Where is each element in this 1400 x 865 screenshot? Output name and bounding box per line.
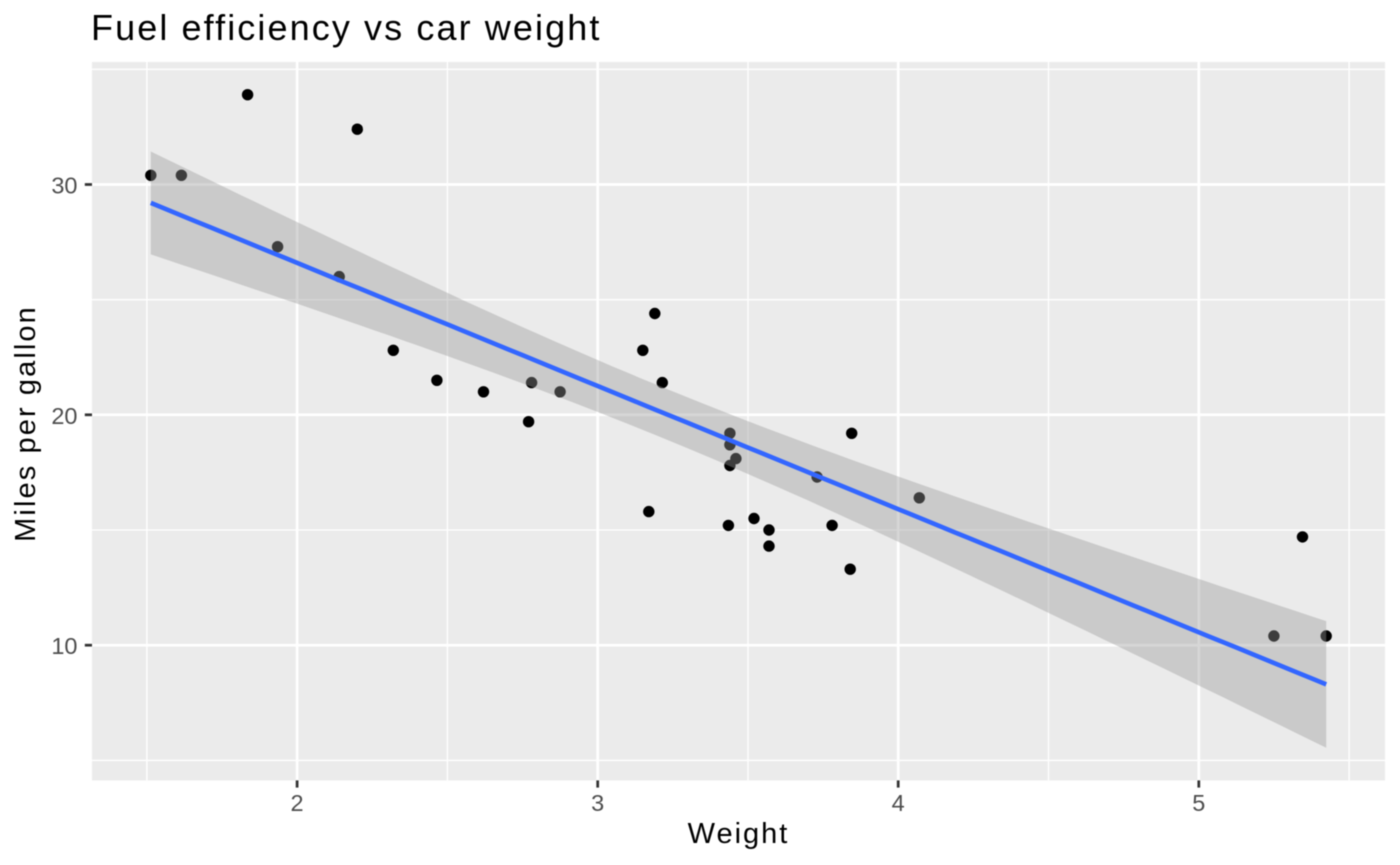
svg-text:20: 20 (51, 403, 77, 429)
svg-text:Fuel efficiency vs car weight: Fuel efficiency vs car weight (91, 7, 601, 48)
svg-text:10: 10 (51, 633, 77, 659)
svg-text:Miles per gallon: Miles per gallon (10, 305, 42, 542)
svg-text:3: 3 (591, 790, 604, 816)
svg-text:5: 5 (1192, 790, 1205, 816)
svg-text:30: 30 (51, 173, 77, 199)
svg-text:4: 4 (892, 790, 905, 816)
svg-text:Weight: Weight (688, 818, 790, 850)
svg-text:2: 2 (291, 790, 304, 816)
